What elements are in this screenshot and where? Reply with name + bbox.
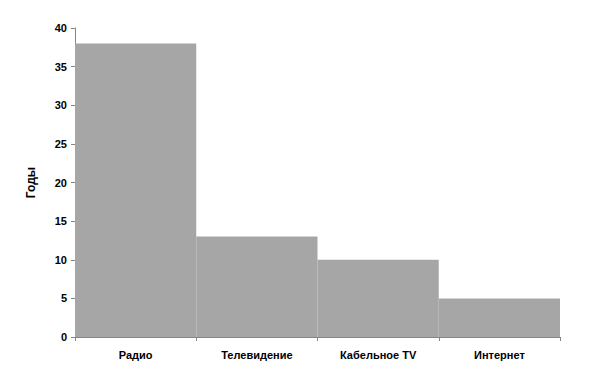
svg-text:Телевидение: Телевидение — [221, 349, 292, 361]
svg-text:Интернет: Интернет — [474, 349, 525, 361]
svg-text:10: 10 — [55, 254, 67, 266]
svg-text:40: 40 — [55, 22, 67, 34]
svg-text:5: 5 — [61, 292, 67, 304]
svg-text:35: 35 — [55, 61, 67, 73]
svg-text:15: 15 — [55, 215, 67, 227]
svg-text:25: 25 — [55, 138, 67, 150]
svg-text:Кабельное TV: Кабельное TV — [340, 349, 417, 361]
svg-text:0: 0 — [61, 331, 67, 343]
svg-text:Годы: Годы — [24, 167, 38, 198]
svg-text:Радио: Радио — [119, 349, 153, 361]
svg-text:30: 30 — [55, 99, 67, 111]
svg-text:20: 20 — [55, 177, 67, 189]
